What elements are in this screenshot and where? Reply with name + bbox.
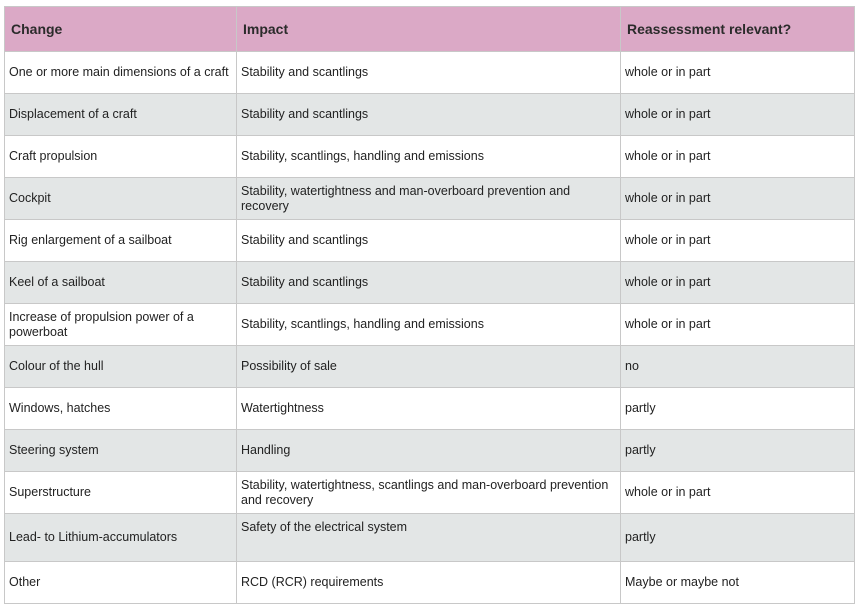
table-row: Lead- to Lithium-accumulators Safety of …	[4, 513, 855, 562]
cell-impact: Watertightness	[236, 387, 621, 430]
cell-reassessment: whole or in part	[620, 261, 855, 304]
table-row: Superstructure Stability, watertightness…	[4, 471, 855, 514]
table-row: Increase of propulsion power of a powerb…	[4, 303, 855, 346]
cell-reassessment: partly	[620, 387, 855, 430]
cell-reassessment: partly	[620, 513, 855, 562]
cell-reassessment: whole or in part	[620, 51, 855, 94]
cell-impact: Stability, scantlings, handling and emis…	[236, 303, 621, 346]
cell-change: Other	[4, 561, 237, 604]
cell-change: Craft propulsion	[4, 135, 237, 178]
header-impact: Impact	[236, 6, 621, 52]
cell-change: Steering system	[4, 429, 237, 472]
table-row: Steering system Handling partly	[4, 429, 855, 472]
cell-change: Increase of propulsion power of a powerb…	[4, 303, 237, 346]
header-change: Change	[4, 6, 237, 52]
cell-impact: Safety of the electrical system	[236, 513, 621, 562]
table-row: Rig enlargement of a sailboat Stability …	[4, 219, 855, 262]
cell-change: Colour of the hull	[4, 345, 237, 388]
table-row: One or more main dimensions of a craft S…	[4, 51, 855, 94]
table-row: Cockpit Stability, watertightness and ma…	[4, 177, 855, 220]
table-row: Displacement of a craft Stability and sc…	[4, 93, 855, 136]
cell-impact: Handling	[236, 429, 621, 472]
cell-impact: Stability and scantlings	[236, 51, 621, 94]
cell-reassessment: whole or in part	[620, 135, 855, 178]
cell-change: Superstructure	[4, 471, 237, 514]
cell-change: Keel of a sailboat	[4, 261, 237, 304]
cell-change: One or more main dimensions of a craft	[4, 51, 237, 94]
cell-change: Windows, hatches	[4, 387, 237, 430]
cell-change: Displacement of a craft	[4, 93, 237, 136]
cell-reassessment: whole or in part	[620, 177, 855, 220]
cell-reassessment: whole or in part	[620, 303, 855, 346]
reassessment-table: Change Impact Reassessment relevant? One…	[4, 6, 855, 604]
cell-reassessment: no	[620, 345, 855, 388]
table-row: Colour of the hull Possibility of sale n…	[4, 345, 855, 388]
cell-change: Lead- to Lithium-accumulators	[4, 513, 237, 562]
cell-impact: Stability, watertightness and man-overbo…	[236, 177, 621, 220]
table-row: Keel of a sailboat Stability and scantli…	[4, 261, 855, 304]
cell-reassessment: whole or in part	[620, 219, 855, 262]
table-row: Windows, hatches Watertightness partly	[4, 387, 855, 430]
table-row: Craft propulsion Stability, scantlings, …	[4, 135, 855, 178]
cell-change: Cockpit	[4, 177, 237, 220]
cell-impact: Stability, scantlings, handling and emis…	[236, 135, 621, 178]
cell-impact: Stability and scantlings	[236, 261, 621, 304]
header-reassessment: Reassessment relevant?	[620, 6, 855, 52]
header-row: Change Impact Reassessment relevant?	[4, 6, 855, 52]
table-row: Other RCD (RCR) requirements Maybe or ma…	[4, 561, 855, 604]
cell-impact: RCD (RCR) requirements	[236, 561, 621, 604]
cell-change: Rig enlargement of a sailboat	[4, 219, 237, 262]
cell-reassessment: whole or in part	[620, 471, 855, 514]
cell-impact: Stability, watertightness, scantlings an…	[236, 471, 621, 514]
cell-impact: Stability and scantlings	[236, 219, 621, 262]
cell-reassessment: Maybe or maybe not	[620, 561, 855, 604]
cell-reassessment: whole or in part	[620, 93, 855, 136]
cell-reassessment: partly	[620, 429, 855, 472]
cell-impact: Stability and scantlings	[236, 93, 621, 136]
cell-impact: Possibility of sale	[236, 345, 621, 388]
